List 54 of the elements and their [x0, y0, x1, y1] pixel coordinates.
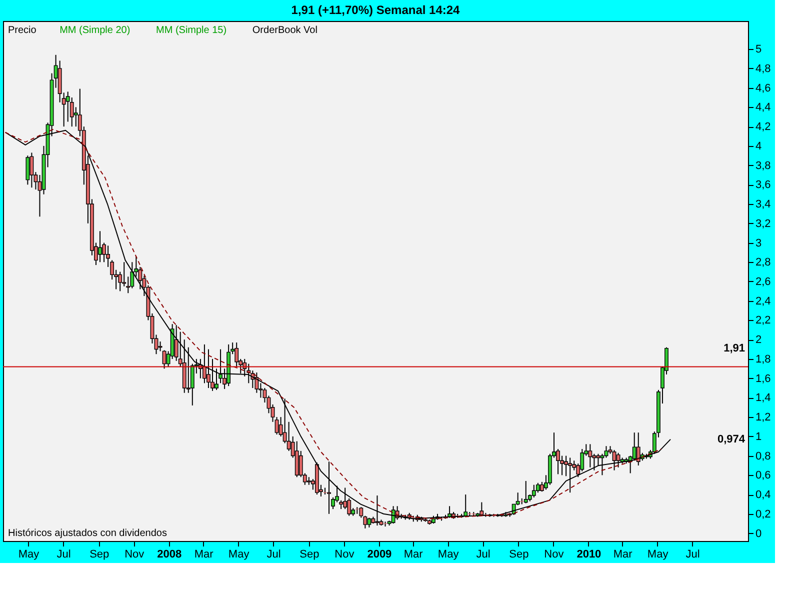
y-tick-label: 4,8 — [756, 62, 771, 75]
y-tick-label: 2 — [756, 334, 762, 346]
y-tick-label: 3,8 — [756, 160, 771, 172]
y-tick-label: 2,6 — [756, 276, 771, 288]
x-tick-label: Mar — [613, 548, 633, 560]
x-tick-label: 2009 — [367, 548, 392, 560]
chart-title: 1,91 (+11,70%) Semanal 14:24 — [291, 3, 460, 17]
x-tick-label: Sep — [300, 548, 320, 560]
x-tick-label: 2010 — [576, 548, 602, 560]
annotation: Precio — [8, 25, 37, 36]
x-tick-label: Sep — [509, 548, 529, 560]
annotation: 0,974 — [717, 433, 746, 446]
annotation: OrderBook Vol — [252, 25, 318, 36]
x-tick-label: Jul — [686, 548, 700, 560]
x-tick-label: May — [228, 548, 250, 560]
x-tick-label: May — [18, 548, 40, 560]
y-tick-label: 0,6 — [756, 470, 771, 482]
x-tick-label: May — [647, 548, 669, 560]
x-tick-label: May — [438, 548, 460, 560]
y-tick-label: 3,4 — [756, 198, 771, 211]
annotation: MM (Simple 15) — [156, 25, 227, 36]
x-tick-label: Nov — [334, 548, 355, 560]
annotation: MM (Simple 20) — [60, 25, 130, 36]
y-tick-label: 1,8 — [756, 353, 771, 366]
y-tick-label: 4 — [756, 140, 762, 152]
y-tick-label: 0,2 — [756, 508, 771, 520]
annotation: 1,91 — [724, 342, 745, 354]
x-tick-label: Nov — [544, 548, 564, 560]
y-tick-label: 0,8 — [756, 450, 771, 462]
annotation: Históricos ajustados con dividendos — [8, 528, 167, 539]
y-tick-label: 2,4 — [756, 295, 771, 308]
y-tick-label: 3,6 — [756, 179, 771, 192]
y-tick-label: 4,4 — [756, 102, 771, 114]
x-tick-label: Nov — [124, 548, 145, 560]
y-tick-label: 0,4 — [756, 489, 771, 502]
y-tick-label: 0 — [756, 528, 762, 540]
x-tick-label: Jul — [266, 548, 281, 560]
x-tick-label: Jul — [476, 548, 490, 560]
y-tick-label: 4,2 — [756, 121, 771, 134]
y-tick-label: 1 — [756, 430, 762, 443]
y-tick-label: 1,4 — [756, 392, 771, 404]
y-tick-label: 2,2 — [756, 314, 771, 327]
y-tick-label: 3,2 — [756, 218, 771, 230]
y-tick-label: 4,6 — [756, 82, 771, 94]
y-tick-label: 5 — [756, 44, 762, 56]
y-tick-label: 1,2 — [756, 412, 771, 424]
x-tick-label: Jul — [56, 548, 71, 560]
y-tick-label: 1,6 — [756, 372, 771, 385]
x-tick-label: Mar — [404, 548, 424, 560]
x-tick-label: Sep — [90, 548, 110, 560]
y-tick-label: 2,8 — [756, 256, 771, 269]
x-tick-label: 2008 — [157, 548, 182, 560]
x-tick-label: Mar — [194, 548, 214, 560]
y-tick-label: 3 — [756, 237, 762, 250]
